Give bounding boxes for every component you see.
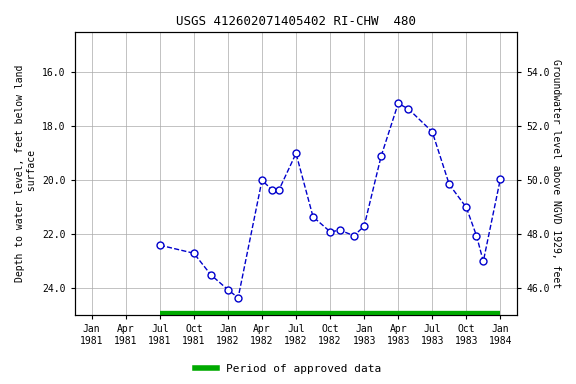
Y-axis label: Depth to water level, feet below land
 surface: Depth to water level, feet below land su… (15, 65, 37, 282)
Legend: Period of approved data: Period of approved data (191, 359, 385, 379)
Title: USGS 412602071405402 RI-CHW  480: USGS 412602071405402 RI-CHW 480 (176, 15, 416, 28)
Y-axis label: Groundwater level above NGVD 1929, feet: Groundwater level above NGVD 1929, feet (551, 59, 561, 288)
